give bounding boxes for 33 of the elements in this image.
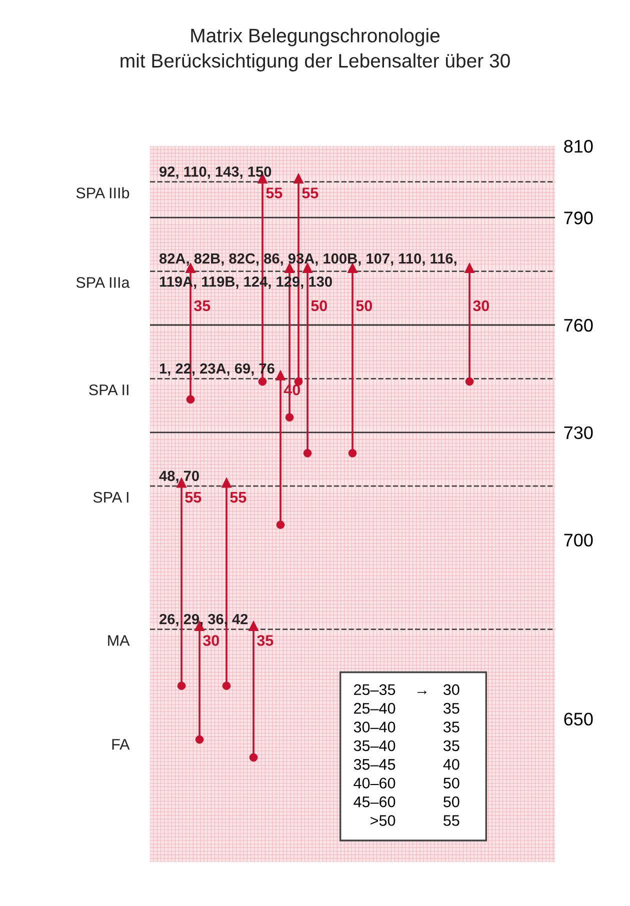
text: 30–40 35 [354,722,460,732]
data-label: 55 [185,492,202,503]
data-label: 55 [302,188,318,198]
data-label: 35 [194,300,210,312]
annotation: 92, 110, 143, 150 [160,166,272,179]
text: FA [112,739,130,750]
text: 45–60 50 [354,796,460,808]
ref-line-label: SPA II [89,384,128,396]
text: 35–40 35 [354,740,460,752]
text: 35–45 40 [354,759,460,770]
ref-line-label: SPA IIIb [76,187,130,198]
text: 40–60 50 [354,778,460,789]
data-label: 55 [230,492,246,503]
y-tick-label: 700 [564,534,593,547]
data-label: 30 [473,300,490,312]
ref-line-label: MA [108,635,130,646]
data-label: 30 [203,635,220,646]
data-label: 55 [266,188,282,198]
y-tick-label: 730 [564,426,593,440]
chart-title: Matrix Belegungschronologie mit Berücksichtigung der Lebensalter über 30 [120,28,510,72]
data-label: 50 [356,300,372,312]
y-tick-label: 790 [564,212,593,224]
ref-line-label: SPA IIIa [76,277,130,288]
y-tick-label: 810 [564,140,593,153]
y-tick-label: 760 [564,318,593,332]
data-label: 35 [257,635,274,646]
ref-line-label: SPA I [93,492,128,503]
data-label: 50 [311,300,328,312]
annotation: 48, 70 [159,470,199,484]
text: 25–35 → 30 [354,684,460,696]
y-tick-label: 650 [564,712,593,726]
text: 25–40 35 [354,702,460,714]
text: >50 55 [370,815,460,826]
